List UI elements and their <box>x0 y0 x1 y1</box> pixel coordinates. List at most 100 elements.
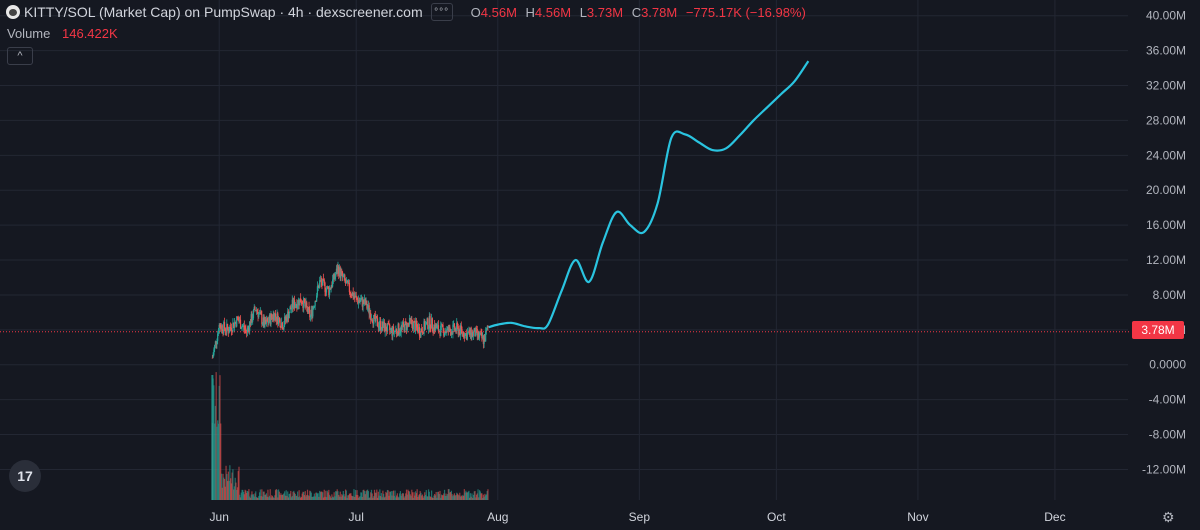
volume-bar <box>231 472 233 500</box>
volume-bar <box>386 489 389 500</box>
candle-body <box>293 299 296 308</box>
volume-bar <box>220 473 223 500</box>
volume-bar <box>271 495 273 500</box>
candle-body <box>384 324 386 332</box>
candle-body <box>282 328 284 330</box>
candle-body <box>416 325 418 328</box>
volume-bar <box>380 496 382 500</box>
candle-body <box>411 324 414 330</box>
candle-body <box>334 276 336 279</box>
x-tick-label: Oct <box>767 510 786 524</box>
change-value: −775.17K (−16.98%) <box>685 4 806 20</box>
candle-body <box>424 324 427 330</box>
volume-bar <box>436 497 438 500</box>
candle-body <box>240 328 242 330</box>
volume-bar <box>304 491 306 500</box>
candle-body <box>357 299 359 304</box>
candle-body <box>347 280 349 284</box>
volume-bar <box>217 423 220 500</box>
volume-bar <box>407 489 409 500</box>
candle-body <box>479 332 481 335</box>
volume-bar <box>446 495 448 500</box>
volume-bar <box>378 495 380 500</box>
volume-bar <box>277 497 279 500</box>
price-candles <box>211 261 489 359</box>
candle-body <box>401 325 403 327</box>
candle-body <box>277 313 279 325</box>
volume-bar <box>258 495 260 500</box>
candle-body <box>385 324 387 331</box>
candle-body <box>424 321 426 330</box>
y-tick-label: 28.00M <box>1146 113 1186 127</box>
volume-bar <box>383 497 386 500</box>
candle-body <box>229 327 231 332</box>
volume-bar <box>395 497 397 500</box>
volume-bar <box>214 423 216 500</box>
volume-bar <box>397 496 399 500</box>
tradingview-logo-icon[interactable]: 17 <box>9 460 41 492</box>
candle-body <box>273 314 275 321</box>
candle-body <box>319 280 321 288</box>
volume-bar <box>366 490 368 500</box>
gear-icon[interactable]: ⚙ <box>1162 509 1175 525</box>
volume-bar <box>446 494 449 500</box>
candle-body <box>287 311 290 319</box>
volume-bar <box>303 495 306 500</box>
collapse-legend-button[interactable]: ^ <box>7 47 33 65</box>
candle-body <box>392 326 394 336</box>
volume-bar <box>421 494 424 500</box>
volume-bar <box>321 491 323 500</box>
candle-body <box>368 305 370 315</box>
candle-body <box>373 315 375 325</box>
volume-bar <box>337 491 339 500</box>
candle-body <box>423 321 425 334</box>
candle-body <box>258 312 261 314</box>
volume-bar <box>245 490 247 500</box>
candle-body <box>481 333 483 339</box>
candle-body <box>254 307 256 311</box>
volume-bar <box>298 490 300 500</box>
y-axis[interactable]: 40.00M 36.00M 32.00M 28.00M 24.00M 20.00M 16.0… <box>1142 9 1186 477</box>
candle-body <box>466 332 468 340</box>
candle-body <box>377 326 379 328</box>
candle-body <box>272 314 274 320</box>
volume-bar <box>370 489 373 500</box>
candle-body <box>266 319 268 322</box>
candle-body <box>420 328 422 337</box>
volume-bar <box>331 494 333 500</box>
volume-bar <box>284 491 286 500</box>
volume-bar <box>424 494 427 500</box>
candle-body <box>466 333 468 340</box>
x-axis[interactable]: Jun Jul Aug Sep Oct Nov Dec <box>210 510 1066 524</box>
volume-bar <box>316 492 318 500</box>
volume-bar <box>468 490 470 500</box>
volume-bar <box>299 496 301 500</box>
volume-bar <box>335 491 338 500</box>
volume-bar <box>226 473 228 500</box>
volume-bar <box>431 490 433 500</box>
volume-bar <box>221 487 223 500</box>
candle-body <box>395 329 397 331</box>
volume-bar <box>316 493 319 500</box>
candle-body <box>314 301 316 307</box>
candle-body <box>441 324 443 326</box>
candle-body <box>219 324 221 328</box>
volume-bar <box>285 490 287 500</box>
candle-body <box>330 286 332 290</box>
candle-body <box>429 316 431 329</box>
candle-body <box>392 326 395 333</box>
volume-bar <box>399 491 401 500</box>
volume-bar <box>229 465 231 500</box>
candle-body <box>331 286 333 288</box>
volume-bar <box>262 491 264 500</box>
volume-bar <box>284 495 287 500</box>
volume-bar <box>390 491 392 500</box>
volume-bar <box>385 491 387 500</box>
volume-bar <box>329 496 331 500</box>
volume-bar <box>374 492 376 500</box>
candle-body <box>296 304 298 309</box>
candle-body <box>356 297 358 300</box>
more-options-button[interactable]: °°° <box>430 3 453 21</box>
volume-bar <box>469 497 471 500</box>
